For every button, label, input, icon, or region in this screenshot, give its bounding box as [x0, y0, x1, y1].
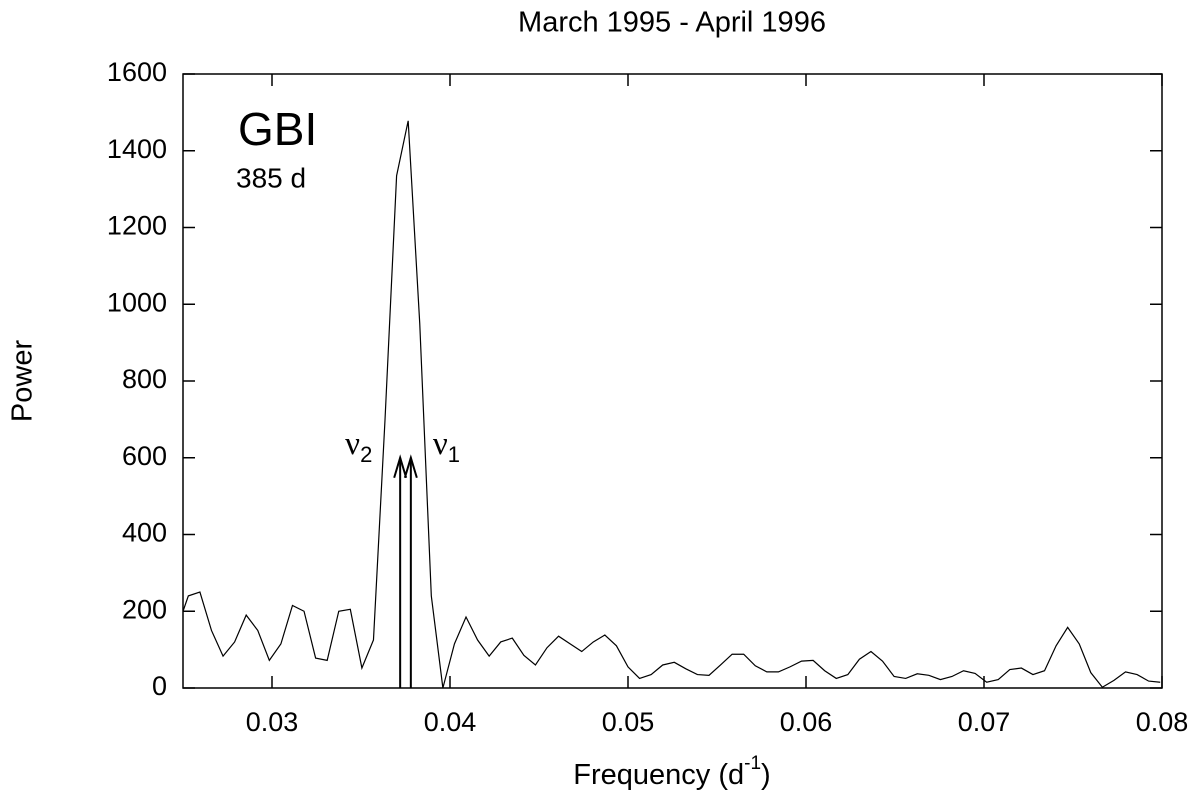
data-line	[182, 120, 1161, 689]
x-label-sup: -1	[744, 753, 761, 774]
x-label-text: Frequency (d	[573, 759, 744, 791]
x-tick-label: 0.03	[246, 707, 299, 737]
x-tick-label: 0.07	[958, 707, 1011, 737]
arrow-head	[393, 454, 408, 479]
y-tick-label: 800	[122, 364, 167, 394]
y-tick-label: 0	[152, 671, 167, 701]
y-tick-label: 1400	[107, 134, 167, 164]
y-tick-label: 1600	[107, 57, 167, 87]
x-tick-label: 0.05	[602, 707, 655, 737]
annotation: 385 d	[236, 162, 306, 193]
x-tick-label: 0.04	[424, 707, 477, 737]
y-tick-label: 1200	[107, 211, 167, 241]
x-axis-label: Frequency (d-1)	[573, 753, 770, 791]
x-tick-label: 0.06	[780, 707, 833, 737]
x-label-end: )	[761, 759, 771, 791]
plot-frame	[182, 73, 1163, 689]
arrow-label: ν2	[345, 425, 372, 466]
arrow-subscript: 1	[448, 442, 460, 467]
arrow-head	[403, 454, 418, 479]
y-tick-label: 1000	[107, 287, 167, 317]
arrow-symbol: ν	[433, 425, 448, 461]
arrow-symbol: ν	[345, 425, 360, 461]
chart-title: March 1995 - April 1996	[518, 7, 826, 39]
arrow-subscript: 2	[360, 442, 372, 467]
annotation: GBI	[238, 103, 317, 155]
y-axis-label: Power	[7, 340, 39, 423]
y-tick-label: 600	[122, 441, 167, 471]
arrow-label: ν1	[433, 425, 460, 466]
y-tick-label: 400	[122, 518, 167, 548]
x-tick-label: 0.08	[1136, 707, 1189, 737]
y-tick-label: 200	[122, 594, 167, 624]
